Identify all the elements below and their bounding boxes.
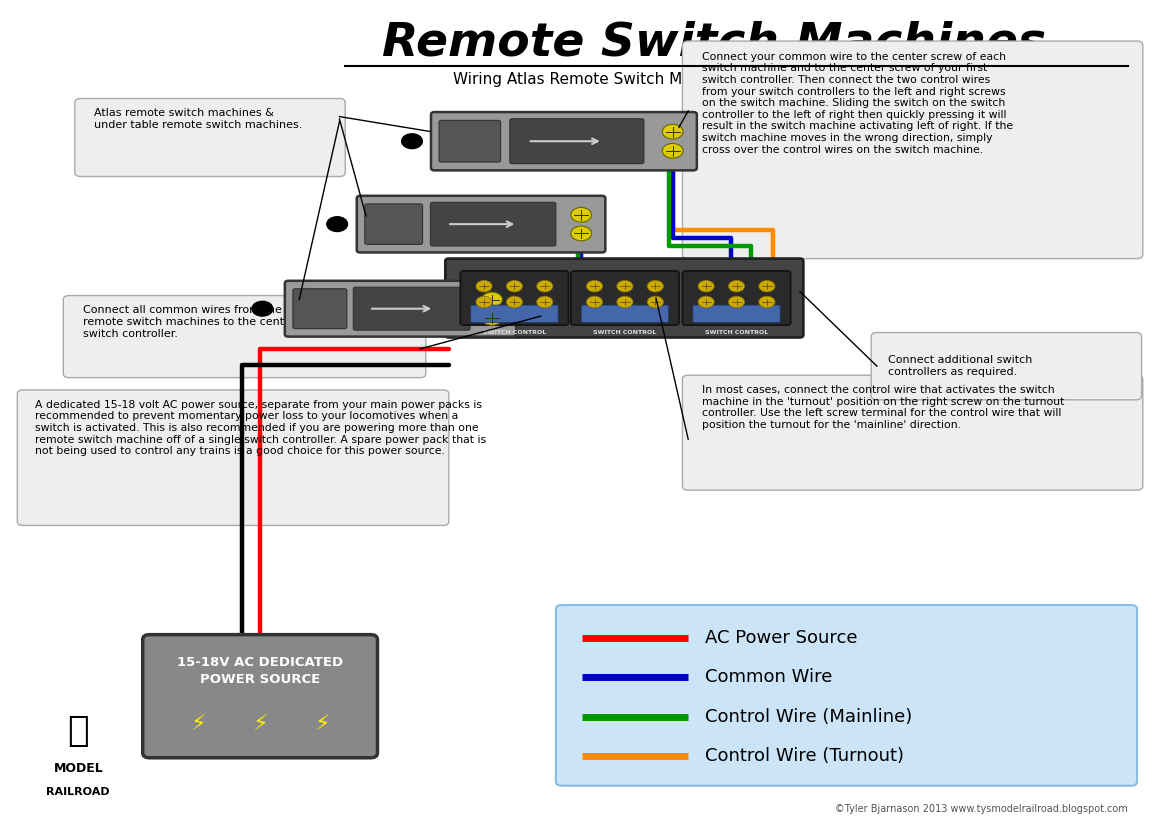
FancyBboxPatch shape [445,259,803,337]
Text: ⚡: ⚡ [191,714,206,735]
Circle shape [647,296,664,308]
FancyBboxPatch shape [682,375,1142,490]
Text: SWITCH CONTROL: SWITCH CONTROL [705,330,768,335]
Circle shape [698,281,715,292]
Circle shape [617,281,633,292]
Text: Control Wire (Mainline): Control Wire (Mainline) [705,708,912,726]
FancyBboxPatch shape [581,305,668,323]
Text: Control Wire (Turnout): Control Wire (Turnout) [705,747,904,765]
FancyBboxPatch shape [431,112,697,171]
Circle shape [587,281,603,292]
Circle shape [252,301,273,316]
Text: Connect all common wires from the center screw on your
remote switch machines to: Connect all common wires from the center… [83,305,403,338]
Text: Connect your common wire to the center screw of each
switch machine and to the c: Connect your common wire to the center s… [702,52,1013,154]
Circle shape [729,296,745,308]
FancyBboxPatch shape [460,271,568,325]
Circle shape [537,281,553,292]
FancyBboxPatch shape [439,121,501,162]
FancyBboxPatch shape [365,204,423,245]
FancyBboxPatch shape [74,99,345,177]
Text: A dedicated 15-18 volt AC power source, separate from your main power packs is
r: A dedicated 15-18 volt AC power source, … [35,400,486,456]
FancyBboxPatch shape [471,305,558,323]
Text: MODEL: MODEL [53,762,103,775]
Circle shape [647,281,664,292]
Text: ©Tyler Bjarnason 2013 www.tysmodelrailroad.blogspot.com: ©Tyler Bjarnason 2013 www.tysmodelrailro… [835,805,1128,814]
Text: AC Power Source: AC Power Source [705,629,858,647]
FancyBboxPatch shape [430,202,555,246]
Text: RAILROAD: RAILROAD [46,787,110,796]
Circle shape [402,134,422,149]
Text: SWITCH CONTROL: SWITCH CONTROL [594,330,657,335]
Circle shape [571,226,591,241]
Circle shape [481,310,502,325]
Circle shape [759,296,775,308]
Circle shape [759,281,775,292]
Text: In most cases, connect the control wire that activates the switch
machine in the: In most cases, connect the control wire … [702,385,1064,430]
FancyBboxPatch shape [357,196,605,253]
FancyBboxPatch shape [555,605,1138,786]
Text: ⚡: ⚡ [315,714,330,735]
Circle shape [617,296,633,308]
Circle shape [507,296,523,308]
FancyBboxPatch shape [353,287,471,330]
FancyBboxPatch shape [682,271,790,325]
FancyBboxPatch shape [872,333,1141,400]
Text: 🚲: 🚲 [67,713,89,748]
Text: Atlas remote switch machines &
under table remote switch machines.: Atlas remote switch machines & under tab… [94,108,303,130]
FancyBboxPatch shape [693,305,780,323]
Text: ⚡: ⚡ [252,714,268,735]
FancyBboxPatch shape [285,281,516,337]
Circle shape [587,296,603,308]
Circle shape [481,292,502,307]
Circle shape [507,281,523,292]
FancyBboxPatch shape [143,635,378,758]
Text: 15-18V AC DEDICATED
POWER SOURCE: 15-18V AC DEDICATED POWER SOURCE [177,656,343,686]
Text: SWITCH CONTROL: SWITCH CONTROL [482,330,546,335]
Circle shape [729,281,745,292]
Text: Wiring Atlas Remote Switch Machines using Atlas Switch Controllers: Wiring Atlas Remote Switch Machines usin… [453,72,974,87]
Circle shape [476,296,492,308]
Circle shape [537,296,553,308]
Circle shape [662,144,683,158]
FancyBboxPatch shape [510,119,644,163]
Text: Remote Switch Machines: Remote Switch Machines [381,21,1046,66]
Circle shape [698,296,715,308]
Circle shape [662,124,683,139]
FancyBboxPatch shape [293,289,347,328]
FancyBboxPatch shape [682,41,1142,259]
Circle shape [327,217,347,232]
FancyBboxPatch shape [17,390,449,525]
Circle shape [476,281,492,292]
FancyBboxPatch shape [571,271,679,325]
Circle shape [571,208,591,222]
FancyBboxPatch shape [63,296,425,378]
Text: Common Wire: Common Wire [705,668,833,686]
Text: Connect additional switch
controllers as required.: Connect additional switch controllers as… [889,355,1033,377]
